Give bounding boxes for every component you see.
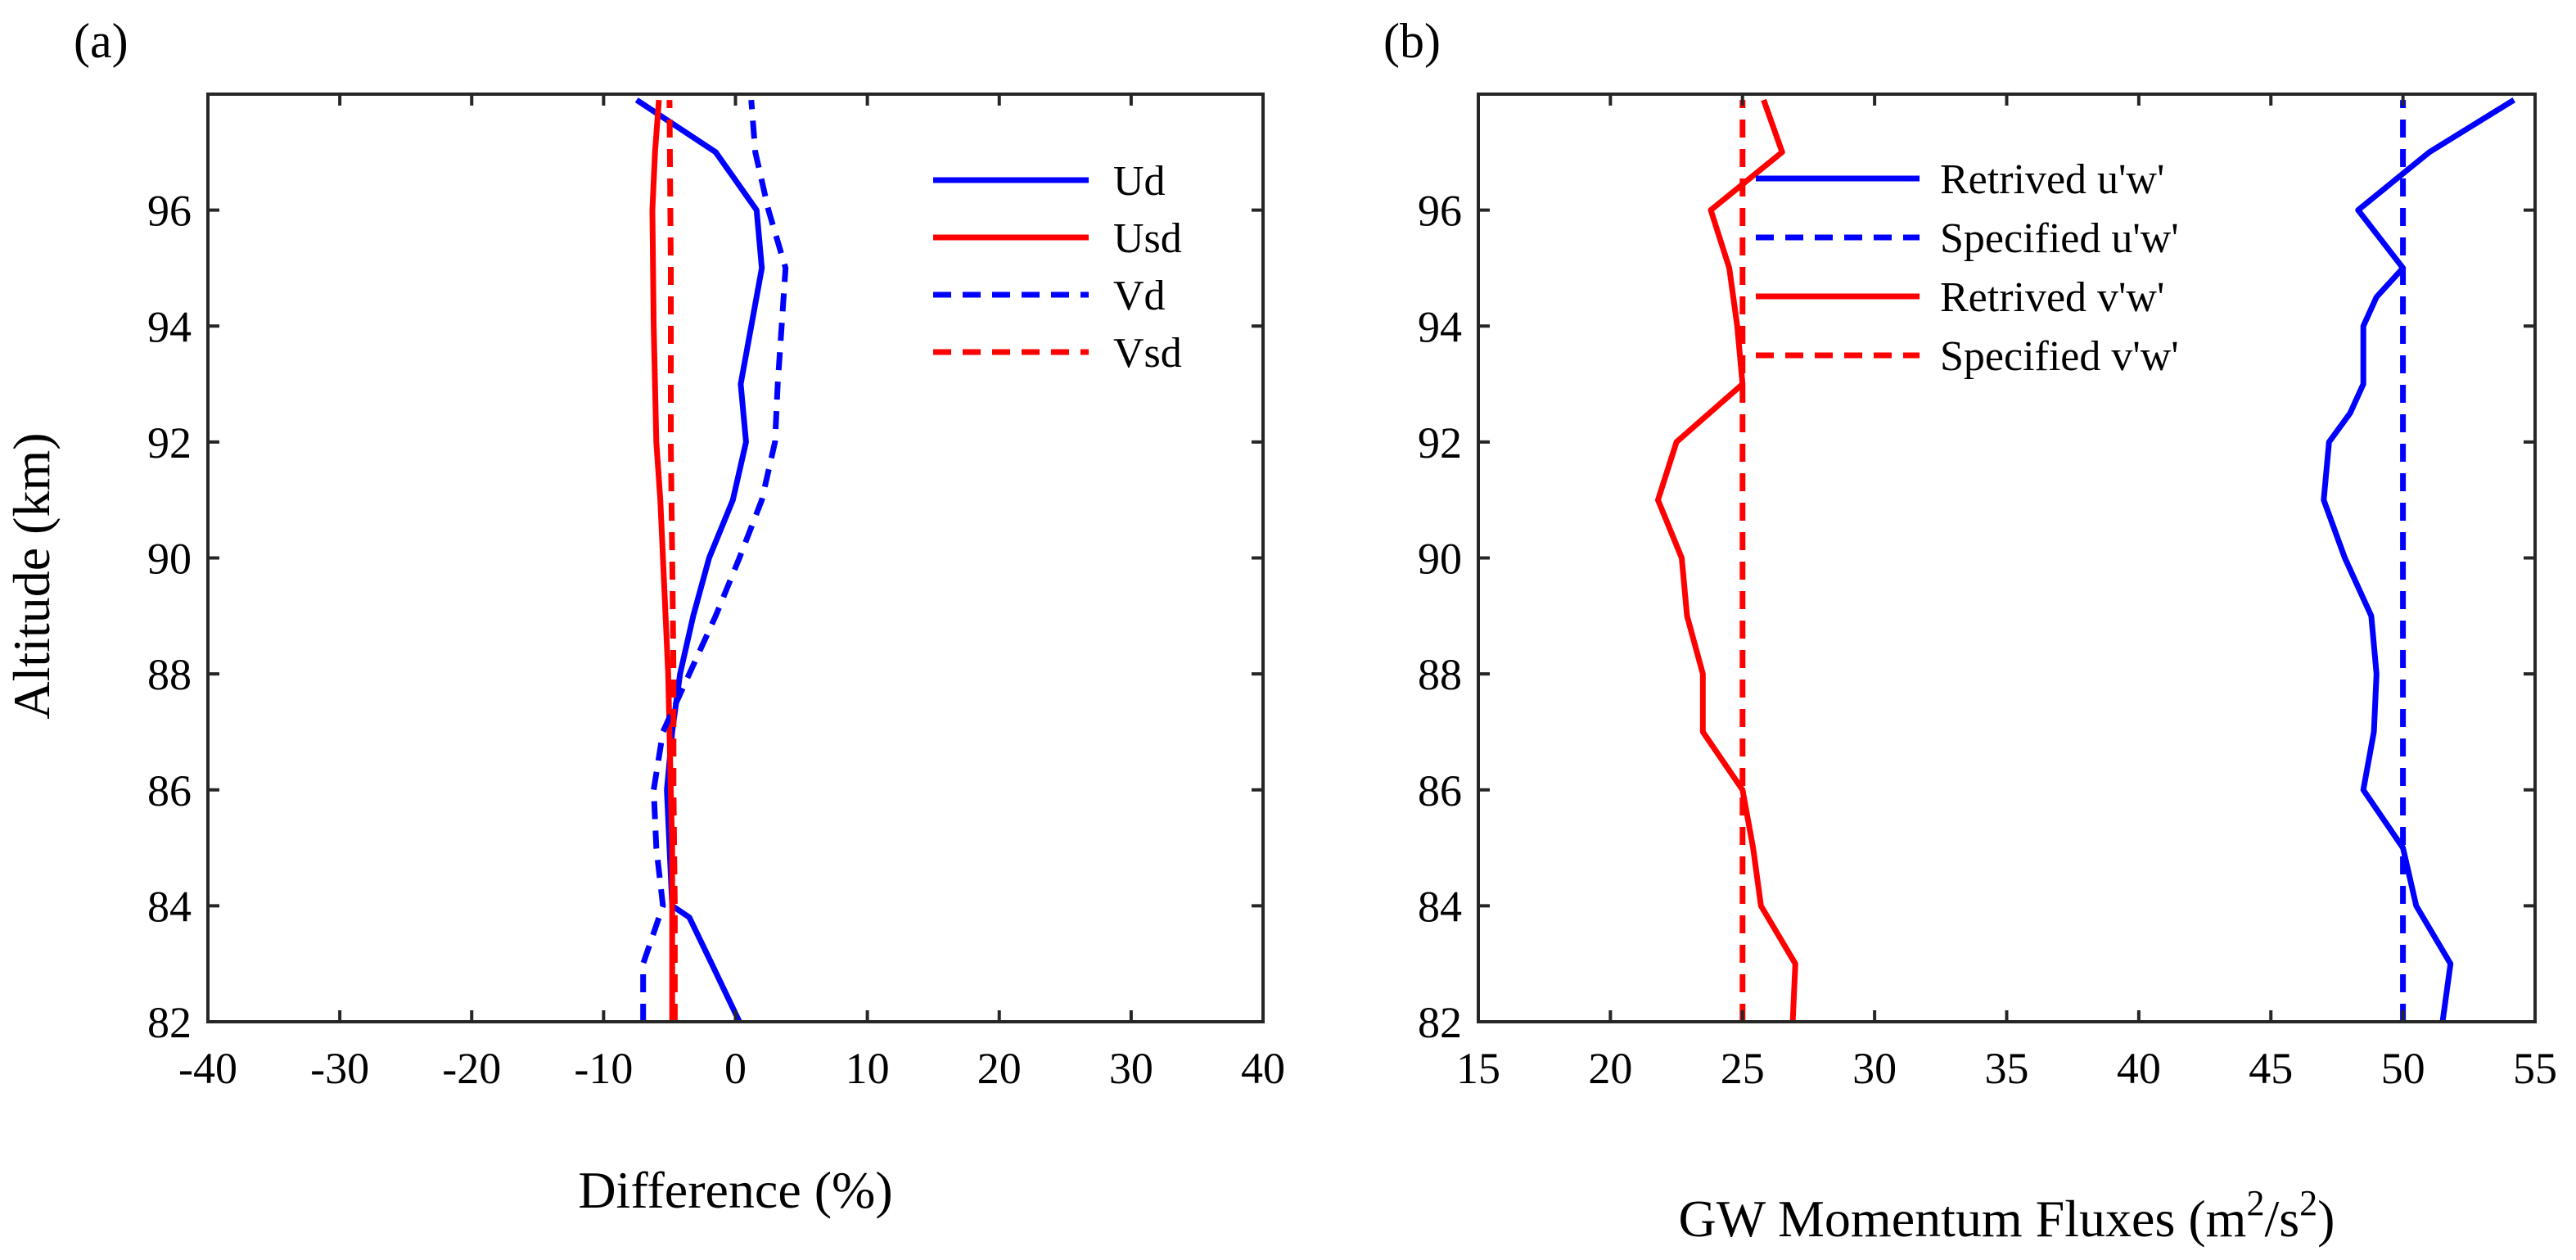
- legend-label: Retrived u'w': [1940, 156, 2164, 203]
- legend-label: Usd: [1113, 215, 1182, 262]
- y-tick-label: 86: [147, 766, 192, 815]
- x-tick-label: 45: [2249, 1044, 2293, 1093]
- y-tick-label: 90: [147, 535, 192, 584]
- x-tick-label: 40: [2117, 1044, 2161, 1093]
- y-tick-label: 88: [147, 650, 192, 699]
- x-tick-label: 20: [977, 1044, 1022, 1093]
- y-tick-label: 90: [1418, 535, 1462, 584]
- y-tick-label: 96: [1418, 187, 1462, 236]
- x-tick-label: 15: [1456, 1044, 1500, 1093]
- y-tick-label: 92: [1418, 418, 1462, 467]
- legend-label: Vsd: [1113, 330, 1182, 377]
- series-line-retrived-u-w-: [2321, 97, 2516, 1023]
- series-line-vd: [640, 99, 789, 1022]
- x-tick-label: 25: [1721, 1044, 1765, 1093]
- y-tick-label: 96: [147, 187, 192, 236]
- legend-label: Retrived v'w': [1940, 274, 2164, 321]
- x-tick-label: 55: [2513, 1044, 2557, 1093]
- legend-label: Vd: [1113, 273, 1166, 319]
- y-tick-label: 94: [147, 302, 192, 351]
- series-line-retrived-v-w-: [1655, 98, 1798, 1023]
- x-tick-label: 50: [2381, 1044, 2425, 1093]
- y-tick-label: 94: [1418, 302, 1462, 351]
- y-axis-label: Altitude (km): [2, 432, 61, 719]
- x-tick-label: 10: [846, 1044, 890, 1093]
- x-tick-label: 35: [1985, 1044, 2029, 1093]
- x-tick-label: 20: [1588, 1044, 1632, 1093]
- y-tick-label: 84: [1418, 882, 1462, 931]
- x-axis-label: Difference (%): [578, 1161, 892, 1219]
- x-tick-label: -20: [442, 1044, 501, 1093]
- panel-label: (b): [1383, 14, 1441, 68]
- x-tick-label: 0: [724, 1044, 747, 1093]
- panel-label: (a): [74, 14, 129, 68]
- y-tick-label: 82: [1418, 998, 1462, 1047]
- chart-panel-1: 15 20 25 30 35 40 45 50 55 82 84 86 88 90 92 94 96 Retriv…: [1383, 14, 2557, 1248]
- y-tick-label: 86: [1418, 766, 1462, 815]
- legend-label: Specified u'w': [1940, 215, 2179, 262]
- y-tick-label: 92: [147, 418, 192, 467]
- y-tick-label: 84: [147, 882, 192, 931]
- series-line-vsd: [666, 100, 678, 1022]
- x-tick-label: 30: [1109, 1044, 1153, 1093]
- chart-panel-0: -40 -30 -20 -10 0 10 20 30 40 82 84 86 88 90 92 94 96 Ud U…: [2, 14, 1285, 1219]
- x-tick-label: -40: [178, 1044, 237, 1093]
- y-tick-label: 82: [147, 998, 192, 1047]
- legend-label: Ud: [1113, 158, 1166, 205]
- x-axis-label: GW Momentum Fluxes (m2/s2): [1679, 1183, 2335, 1248]
- x-tick-label: 30: [1852, 1044, 1897, 1093]
- x-tick-label: -10: [574, 1044, 633, 1093]
- legend-label: Specified v'w': [1940, 333, 2179, 380]
- series-line-ud: [634, 97, 765, 1023]
- x-tick-label: 40: [1241, 1044, 1285, 1093]
- x-tick-label: -30: [310, 1044, 369, 1093]
- y-tick-label: 88: [1418, 650, 1462, 699]
- axes-box: [206, 93, 1265, 1023]
